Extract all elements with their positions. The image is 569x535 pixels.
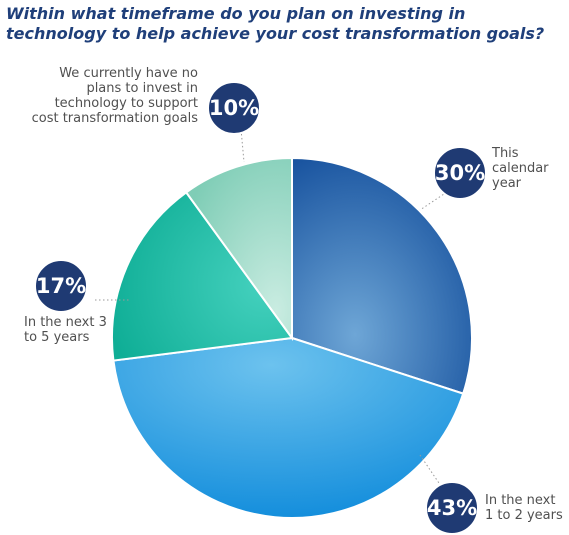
slice-1-2-years [112, 336, 465, 519]
slice-label-this-year: This calendar year [492, 146, 549, 191]
chart-title: Within what timeframe do you plan on inv… [6, 4, 545, 43]
slice-this-year [291, 156, 473, 395]
slice-badge-3-5-years: 17% [34, 259, 88, 313]
slice-3-5-years [111, 190, 294, 362]
slice-label-1-2-years: In the next 1 to 2 years [485, 493, 563, 523]
slice-badge-this-year: 30% [433, 146, 487, 200]
slice-badge-no-plans: 10% [207, 81, 261, 135]
leader-line-10 [239, 117, 245, 163]
slice-no-plans [184, 156, 293, 342]
slice-badge-1-2-years: 43% [425, 481, 479, 535]
slice-label-no-plans: We currently have no plans to invest in … [31, 66, 198, 126]
slice-label-3-5-years: In the next 3 to 5 years [24, 315, 107, 345]
